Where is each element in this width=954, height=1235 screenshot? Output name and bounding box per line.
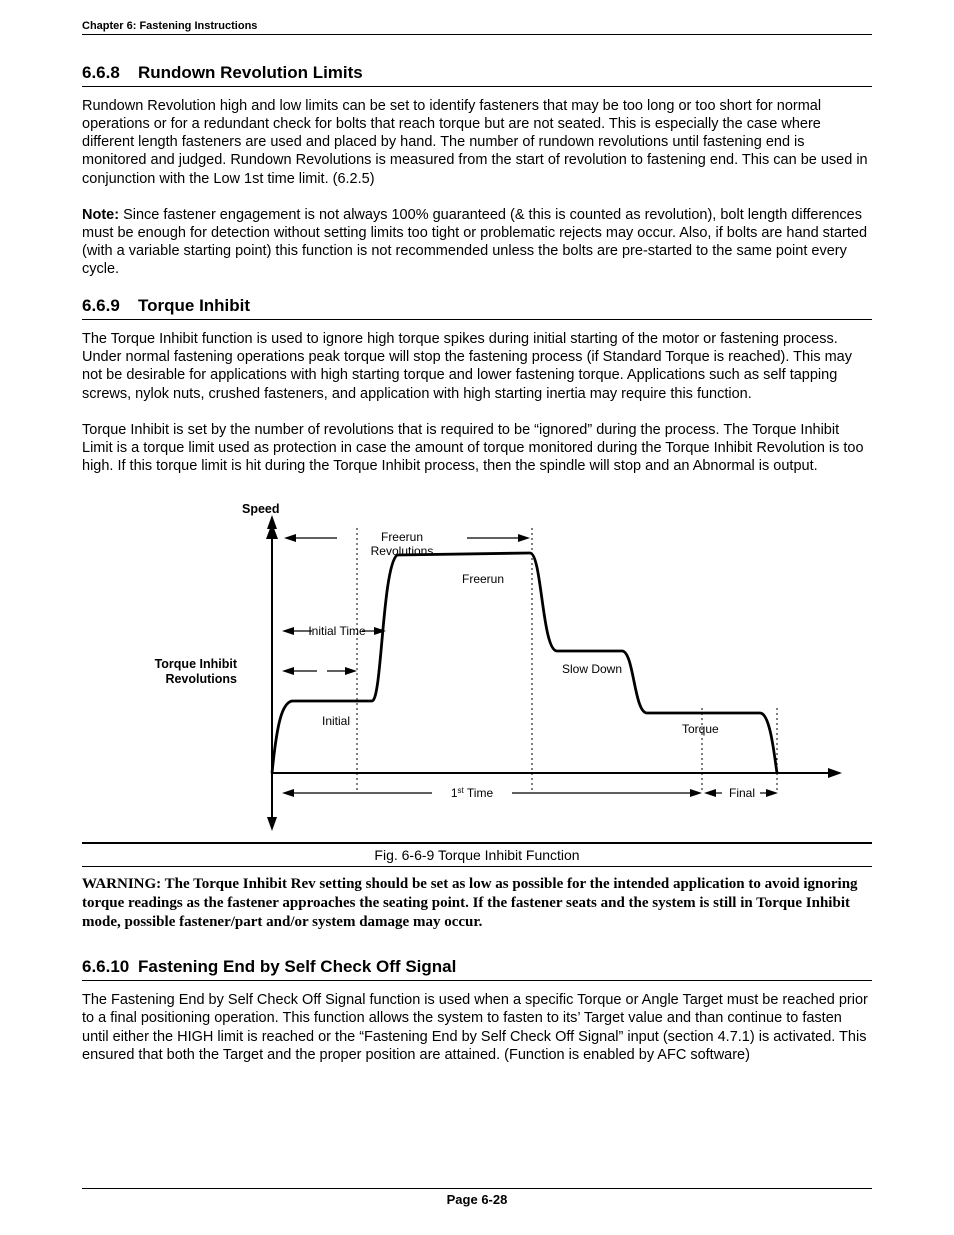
figure-svg: Speed Torque Inhibit Revolutions Freerun… <box>82 493 872 833</box>
axis-label-speed: Speed <box>242 502 280 516</box>
label-slow-down: Slow Down <box>562 662 622 676</box>
section-number: 6.6.8 <box>82 63 138 83</box>
label-torque-inhibit-rev-1: Torque Inhibit <box>155 657 238 671</box>
note-paragraph: Note: Since fastener engagement is not a… <box>82 206 872 279</box>
warning-paragraph: WARNING: The Torque Inhibit Rev setting … <box>82 875 872 931</box>
figure-torque-inhibit: Speed Torque Inhibit Revolutions Freerun… <box>82 493 872 867</box>
paragraph: Rundown Revolution high and low limits c… <box>82 97 872 188</box>
label-freerun-rev-2: Revolutions <box>371 544 434 558</box>
note-body: Since fastener engagement is not always … <box>82 207 867 277</box>
label-freerun-rev-1: Freerun <box>381 530 423 544</box>
section-heading-668: 6.6.8Rundown Revolution Limits <box>82 63 872 87</box>
label-initial: Initial <box>322 714 350 728</box>
paragraph: The Fastening End by Self Check Off Sign… <box>82 991 872 1064</box>
section-heading-669: 6.6.9Torque Inhibit <box>82 296 872 320</box>
warning-label: WARNING: <box>82 876 161 892</box>
paragraph: The Torque Inhibit function is used to i… <box>82 330 872 403</box>
section-title: Torque Inhibit <box>138 296 250 315</box>
section-number: 6.6.9 <box>82 296 138 316</box>
note-label: Note: <box>82 207 119 223</box>
speed-curve <box>272 553 777 773</box>
chapter-header: Chapter 6: Fastening Instructions <box>82 20 872 35</box>
section-title: Fastening End by Self Check Off Signal <box>138 957 456 976</box>
label-torque: Torque <box>682 722 719 736</box>
label-torque-inhibit-rev-2: Revolutions <box>165 672 237 686</box>
label-first-time: 1st Time <box>451 786 494 800</box>
label-final: Final <box>729 786 755 800</box>
label-freerun: Freerun <box>462 572 504 586</box>
section-title: Rundown Revolution Limits <box>138 63 363 82</box>
page-footer: Page 6-28 <box>82 1188 872 1207</box>
paragraph: Torque Inhibit is set by the number of r… <box>82 421 872 475</box>
figure-caption: Fig. 6-6-9 Torque Inhibit Function <box>82 842 872 867</box>
section-heading-6610: 6.6.10Fastening End by Self Check Off Si… <box>82 957 872 981</box>
section-number: 6.6.10 <box>82 957 138 977</box>
label-initial-time: Initial Time <box>308 624 366 638</box>
warning-body: The Torque Inhibit Rev setting should be… <box>82 876 858 930</box>
document-page: Chapter 6: Fastening Instructions 6.6.8R… <box>0 0 954 1235</box>
